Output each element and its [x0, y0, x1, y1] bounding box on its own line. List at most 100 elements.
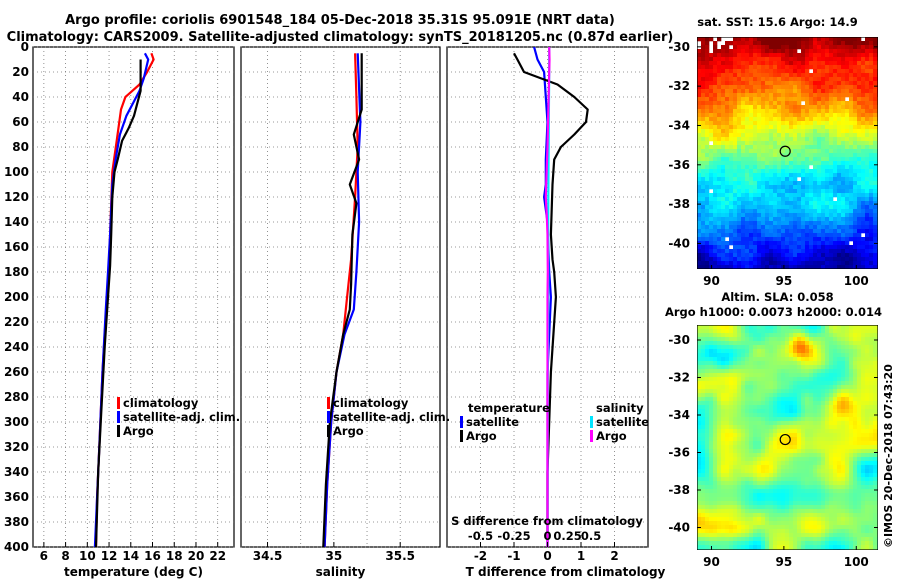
series-group-salinity: [322, 53, 363, 547]
x-tick-label: 34.5: [253, 549, 283, 563]
y-tick-label: 400: [4, 540, 29, 554]
title-line-1: Argo profile: coriolis 6901548_184 05-De…: [65, 13, 615, 28]
map-title-sla: Altim. SLA: 0.058: [721, 290, 833, 304]
map-y-tick-label: -38: [668, 197, 690, 211]
legend-swatch: [590, 430, 593, 442]
y-tick-label: 180: [4, 265, 29, 279]
series-line-climatology: [323, 53, 359, 547]
map-y-tick-label: -40: [668, 236, 690, 250]
y-tick-label: 280: [4, 390, 29, 404]
credit-text: ©IMOS 20-Dec-2018 07:43:20: [882, 364, 895, 548]
series-line-satellite-adj-clim-: [93, 52, 150, 547]
series-line-salinity-argo: [544, 47, 551, 547]
x-tick-label: 18: [166, 549, 183, 563]
x-tick-label-secondary: 0: [543, 529, 551, 543]
y-tick-label: 100: [4, 165, 29, 179]
y-tick-label: 200: [4, 290, 29, 304]
map-y-tick-label: -32: [668, 79, 690, 93]
y-tick-label: 120: [4, 190, 29, 204]
y-tick-label: 40: [12, 90, 29, 104]
panel-frame-salinity: [240, 46, 441, 548]
x-tick-label: 10: [79, 549, 96, 563]
legend-swatch: [117, 411, 120, 423]
legend-swatch: [460, 430, 463, 442]
x-tick-label: 8: [61, 549, 69, 563]
x-tick-label-secondary: 0.25: [553, 529, 581, 543]
map-y-tick-label: -34: [668, 408, 690, 422]
map-y-tick-label: -36: [668, 158, 690, 172]
series-group-temperature: [93, 52, 155, 547]
x-axis-label-secondary: S difference from climatology: [451, 514, 643, 528]
legend-swatch: [327, 397, 330, 409]
series-line-argo: [94, 59, 142, 547]
x-tick-label: -1: [507, 549, 520, 563]
legend-swatch: [327, 425, 330, 437]
map-x-tick-label: 95: [776, 274, 793, 288]
map-y-tick-label: -30: [668, 40, 690, 54]
x-tick-label: 16: [144, 549, 161, 563]
legend-head-temperature: temperature: [468, 401, 550, 415]
y-tick-label: 140: [4, 215, 29, 229]
map-y-tick-label: -32: [668, 371, 690, 385]
y-tick-label: 60: [12, 115, 29, 129]
x-tick-label: 14: [122, 549, 139, 563]
y-tick-label: 0: [21, 40, 29, 54]
series-line-climatology: [94, 52, 155, 547]
map-y-tick-label: -34: [668, 118, 690, 132]
legend-swatch: [590, 416, 593, 428]
map-y-tick-label: -30: [668, 333, 690, 347]
map-x-tick-label: 90: [703, 274, 720, 288]
legend-label: Argo: [596, 429, 627, 443]
title-line-2: Climatology: CARS2009. Satellite-adjuste…: [6, 30, 674, 45]
y-tick-label: 260: [4, 365, 29, 379]
map-subtitle-sla: Argo h1000: 0.0073 h2000: 0.014: [665, 305, 882, 319]
map-x-tick-label: 90: [703, 555, 720, 569]
x-tick-label: 35.5: [385, 549, 415, 563]
x-tick-label: 2: [610, 549, 618, 563]
y-tick-label: 240: [4, 340, 29, 354]
x-axis-label-temperature: temperature (deg C): [64, 565, 203, 579]
legend-label: Argo: [466, 429, 497, 443]
x-tick-label: 1: [577, 549, 585, 563]
y-tick-label: 220: [4, 315, 29, 329]
series-group-difference: [513, 47, 589, 547]
legend-swatch: [117, 397, 120, 409]
x-axis-label-salinity: salinity: [316, 565, 366, 579]
legend-label: satellite: [466, 415, 519, 429]
map-marker-sla: [779, 433, 791, 446]
map-marker-sst: [779, 145, 791, 157]
x-tick-label: 6: [40, 549, 48, 563]
x-tick-label-secondary: 0.5: [581, 529, 601, 543]
y-tick-label: 380: [4, 515, 29, 529]
x-tick-label: 35: [326, 549, 343, 563]
legend-swatch: [460, 416, 463, 428]
y-tick-label: 320: [4, 440, 29, 454]
legend-label: climatology: [123, 396, 199, 410]
map-y-tick-label: -40: [668, 521, 690, 535]
series-line-argo: [322, 53, 363, 547]
x-tick-label: 12: [101, 549, 118, 563]
x-tick-label: 20: [188, 549, 205, 563]
x-tick-label: 0: [543, 549, 551, 563]
legend-label: satellite: [596, 415, 649, 429]
x-axis-label-difference: T difference from climatology: [466, 565, 666, 579]
x-tick-label-secondary: -0.5: [468, 529, 493, 543]
y-tick-label: 360: [4, 490, 29, 504]
y-tick-label: 20: [12, 65, 29, 79]
map-y-tick-label: -38: [668, 483, 690, 497]
x-tick-label: 22: [209, 549, 226, 563]
y-tick-label: 300: [4, 415, 29, 429]
series-line-temperature-argo: [513, 52, 589, 547]
map-x-tick-label: 100: [844, 555, 869, 569]
legend-swatch: [117, 425, 120, 437]
map-y-tick-label: -36: [668, 446, 690, 460]
map-x-tick-label: 95: [776, 555, 793, 569]
x-tick-label-secondary: -0.25: [497, 529, 530, 543]
legend-swatch: [327, 411, 330, 423]
map-title-sst: sat. SST: 15.6 Argo: 14.9: [697, 15, 857, 29]
legend-label: satellite-adj. clim.: [123, 410, 240, 424]
x-tick-label: -2: [474, 549, 487, 563]
y-tick-label: 80: [12, 140, 29, 154]
map-x-tick-label: 100: [844, 274, 869, 288]
